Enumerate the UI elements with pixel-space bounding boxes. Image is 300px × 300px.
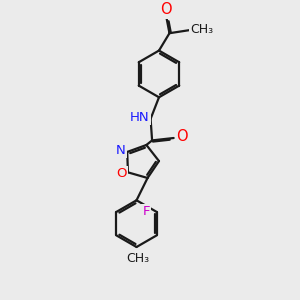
Text: HN: HN (130, 111, 150, 124)
Text: O: O (160, 2, 172, 17)
Text: F: F (142, 205, 150, 218)
Text: O: O (116, 167, 127, 180)
Text: O: O (176, 129, 188, 144)
Text: CH₃: CH₃ (190, 22, 213, 35)
Text: N: N (116, 144, 125, 157)
Text: CH₃: CH₃ (127, 252, 150, 265)
